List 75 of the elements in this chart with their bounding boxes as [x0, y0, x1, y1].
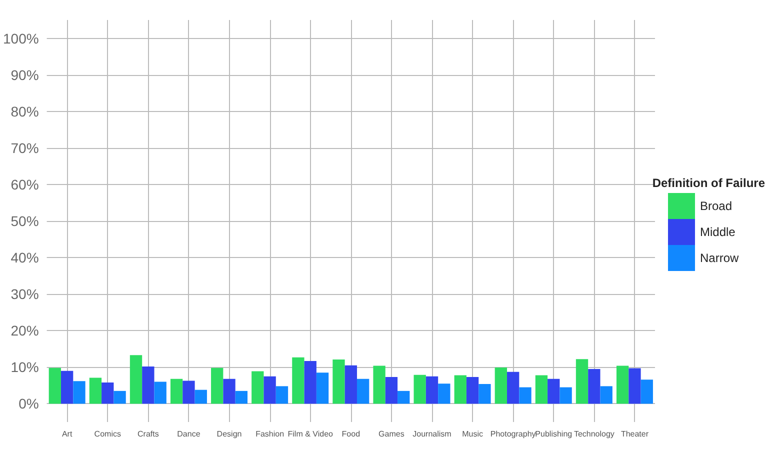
- bar: [588, 369, 600, 404]
- bar: [414, 374, 426, 404]
- bar: [223, 378, 236, 404]
- y-tick-label: 60%: [10, 176, 39, 192]
- bar: [154, 382, 166, 404]
- bar: [535, 375, 548, 404]
- x-tick-label: Comics: [94, 430, 121, 438]
- x-tick-label: Film & Video: [288, 430, 334, 438]
- y-tick-label: 100%: [2, 30, 39, 46]
- y-tick-label: 10%: [10, 359, 39, 376]
- legend-title: Definition of Failure: [652, 176, 766, 190]
- bar: [466, 377, 479, 404]
- y-tick-label: 90%: [10, 66, 39, 83]
- legend-label: Broad: [700, 199, 732, 213]
- legend-label: Narrow: [700, 251, 740, 265]
- bar: [640, 380, 653, 404]
- bar: [48, 368, 61, 404]
- x-tick-label: Photography: [490, 430, 536, 438]
- y-tick-label: 50%: [10, 213, 39, 229]
- legend-label: Middle: [700, 225, 736, 239]
- bar: [548, 378, 560, 404]
- bar: [426, 376, 438, 404]
- bar: [373, 366, 386, 404]
- y-tick-label: 80%: [10, 103, 39, 120]
- bar: [344, 365, 357, 404]
- bar: [356, 378, 370, 404]
- x-tick-label: Dance: [177, 430, 201, 438]
- bar: [316, 372, 329, 404]
- bar: [142, 366, 154, 404]
- bar: [252, 371, 264, 404]
- bar: [292, 357, 304, 404]
- bar: [519, 387, 532, 404]
- bar: [304, 360, 316, 404]
- bar: [616, 366, 629, 404]
- x-tick-label: Games: [378, 430, 404, 438]
- bar: [494, 368, 508, 404]
- bar: [385, 377, 398, 404]
- bar: [194, 390, 207, 404]
- x-tick-label: Theater: [620, 430, 649, 438]
- y-tick-label: 70%: [10, 140, 39, 156]
- bar: [170, 378, 183, 404]
- x-tick-label: Design: [216, 430, 242, 438]
- bar: [478, 384, 491, 404]
- bar: [438, 384, 450, 404]
- bar: [73, 381, 86, 404]
- x-tick-label: Publishing: [535, 430, 572, 438]
- bar: [89, 378, 102, 404]
- bar: [235, 390, 248, 404]
- bar: [102, 382, 114, 404]
- y-tick-label: 20%: [10, 322, 39, 339]
- bar: [276, 386, 288, 404]
- x-tick-label: Journalism: [412, 430, 452, 438]
- x-tick-label: Art: [62, 430, 73, 438]
- x-tick-label: Crafts: [138, 430, 159, 438]
- x-tick-label: Technology: [574, 430, 614, 438]
- bar: [398, 390, 410, 404]
- bar: [130, 355, 142, 404]
- y-tick-label: 30%: [10, 286, 39, 302]
- bar: [454, 375, 466, 404]
- bar: [576, 359, 588, 404]
- bar: [560, 387, 572, 404]
- bar: [628, 368, 641, 404]
- bar: [332, 360, 345, 404]
- bar: [61, 370, 74, 404]
- bar: [182, 380, 195, 404]
- x-tick-label: Food: [342, 430, 360, 438]
- y-tick-label: 0%: [18, 396, 39, 412]
- bar: [600, 386, 612, 404]
- bar: [211, 368, 224, 404]
- bar: [264, 376, 276, 404]
- bar: [114, 390, 126, 404]
- bar: [507, 372, 520, 404]
- x-tick-label: Fashion: [256, 430, 284, 438]
- x-tick-label: Music: [462, 430, 483, 438]
- y-tick-label: 40%: [10, 250, 39, 266]
